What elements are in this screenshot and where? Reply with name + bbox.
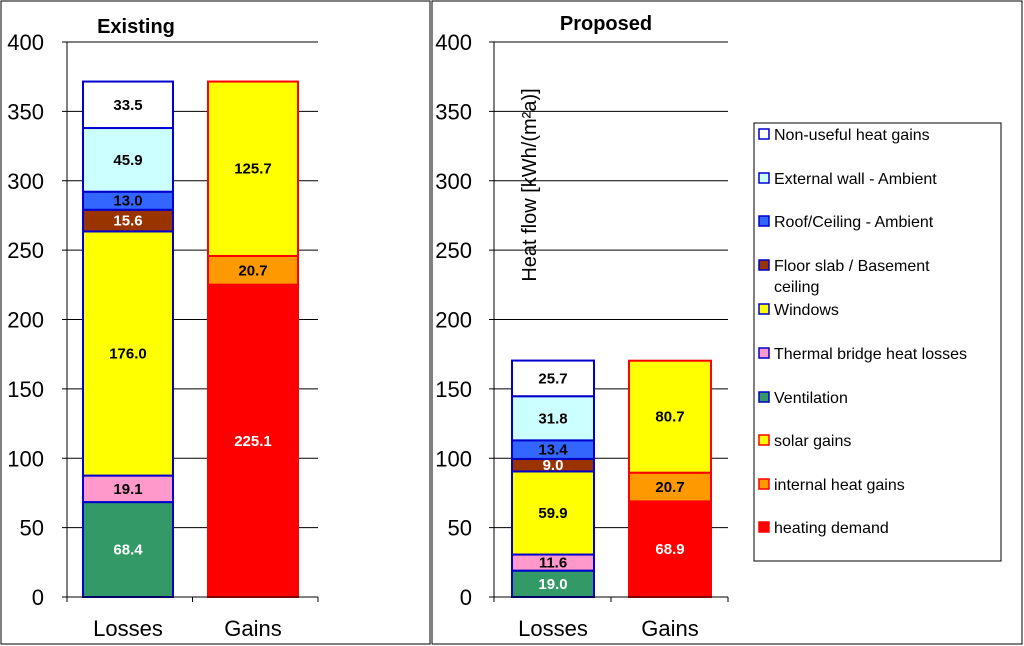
y-tick-label: 50 (448, 516, 472, 541)
data-label-losses-floor-slab-basement-ceiling: 15.6 (113, 213, 142, 230)
legend-swatch-internal-heat-gains (758, 478, 770, 490)
legend-label-windows: Windows (774, 302, 839, 319)
y-tick-label: 100 (7, 446, 44, 471)
legend-label-internal-heat-gains: internal heat gains (774, 477, 905, 494)
bar-segment-losses-ventilation (511, 569, 595, 599)
data-label-losses-external-wall-ambient: 31.8 (538, 410, 567, 427)
bar-segment-losses-external-wall-ambient (511, 395, 595, 442)
bar-segment-losses-ventilation (82, 501, 174, 598)
data-label-gains-internal-heat-gains: 20.7 (655, 479, 684, 496)
y-tick-label: 0 (460, 585, 472, 610)
data-label-losses-thermal-bridge-heat-losses: 19.1 (113, 481, 142, 498)
y-tick-label: 0 (32, 585, 44, 610)
data-label-gains-heating-demand: 68.9 (655, 541, 684, 558)
legend-label-thermal-bridge-heat-losses: Thermal bridge heat losses (774, 346, 967, 363)
data-label-gains-solar-gains: 125.7 (234, 161, 272, 178)
x-tick-label-losses: Losses (518, 616, 588, 641)
legend-swatch-floor-slab-basement-ceiling (758, 259, 770, 271)
data-label-losses-thermal-bridge-heat-losses: 11.6 (539, 555, 567, 572)
y-tick-label: 300 (435, 169, 472, 194)
legend-swatch-solar-gains (758, 434, 770, 446)
y-tick-label: 200 (7, 308, 44, 333)
data-label-gains-solar-gains: 80.7 (655, 409, 684, 426)
legend: Non-useful heat gains External wall - Amb… (753, 122, 1002, 562)
x-tick-label-gains: Gains (641, 616, 698, 641)
legend-swatch-thermal-bridge-heat-losses (758, 347, 770, 359)
y-axis-label: Heat flow [kWh/(m²a)] (519, 88, 541, 281)
legend-label-ventilation: Ventilation (774, 390, 848, 407)
legend-label-non-useful-heat-gains: Non-useful heat gains (774, 127, 930, 144)
bar-segment-gains-heating-demand (207, 283, 299, 598)
data-label-losses-non-useful-heat-gains: 25.7 (538, 370, 567, 387)
bar-segment-gains-internal-heat-gains (628, 471, 712, 503)
legend-box (753, 122, 1002, 562)
data-label-gains-heating-demand: 225.1 (234, 433, 272, 450)
legend-label-floor-slab-basement-ceiling: ceiling (774, 279, 819, 296)
data-label-losses-ventilation: 68.4 (113, 542, 143, 559)
data-label-losses-non-useful-heat-gains: 33.5 (113, 97, 142, 114)
existing-chart-title: Existing (97, 16, 175, 38)
y-tick-label: 200 (435, 308, 472, 333)
legend-label-roof-ceiling-ambient: Roof/Ceiling - Ambient (774, 214, 934, 231)
legend-label-floor-slab-basement-ceiling: Floor slab / Basement (774, 258, 930, 275)
data-label-losses-external-wall-ambient: 45.9 (113, 152, 142, 169)
y-tick-label: 100 (435, 446, 472, 471)
data-label-losses-ventilation: 19.0 (538, 576, 567, 593)
legend-swatch-roof-ceiling-ambient (758, 215, 770, 227)
data-label-gains-internal-heat-gains: 20.7 (238, 262, 267, 279)
bar-segment-gains-solar-gains (207, 80, 299, 257)
proposed-chart: 19.011.659.99.013.431.825.768.920.780.7 … (435, 13, 729, 641)
y-tick-label: 300 (7, 169, 44, 194)
legend-label-external-wall-ambient: External wall - Ambient (774, 171, 937, 188)
legend-swatch-non-useful-heat-gains (758, 128, 770, 140)
y-tick-label: 400 (7, 30, 44, 55)
y-tick-label: 400 (435, 30, 472, 55)
y-tick-label: 150 (435, 377, 472, 402)
y-tick-label: 350 (435, 99, 472, 124)
data-label-losses-roof-ceiling-ambient: 13.4 (538, 442, 568, 459)
legend-swatch-external-wall-ambient (758, 172, 770, 184)
x-tick-label-losses: Losses (93, 616, 163, 641)
legend-label-heating-demand: heating demand (774, 520, 889, 537)
y-tick-label: 50 (20, 516, 44, 541)
bar-segment-gains-internal-heat-gains (207, 254, 299, 286)
bar-segment-gains-solar-gains (628, 359, 712, 474)
legend-swatch-windows (758, 303, 770, 315)
proposed-chart-title: Proposed (560, 13, 652, 35)
y-tick-label: 350 (7, 99, 44, 124)
legend-swatch-ventilation (758, 391, 770, 403)
data-label-losses-windows: 176.0 (109, 345, 147, 362)
data-label-losses-roof-ceiling-ambient: 13.0 (113, 193, 142, 210)
data-label-losses-floor-slab-basement-ceiling: 9.0 (543, 457, 564, 474)
y-tick-label: 250 (7, 238, 44, 263)
bar-segment-losses-non-useful-heat-gains (511, 359, 595, 398)
legend-label-solar-gains: solar gains (774, 433, 851, 450)
legend-swatch-heating-demand (758, 521, 770, 533)
bar-segment-losses-windows (82, 230, 174, 477)
y-tick-label: 150 (7, 377, 44, 402)
bar-segment-losses-external-wall-ambient (82, 127, 174, 193)
y-tick-label: 250 (435, 238, 472, 263)
bar-segment-losses-non-useful-heat-gains (82, 80, 174, 130)
existing-chart: 68.4 19.1 176.0 15.6 13.0 45.9 33.5 225.1 20.7 12… (7, 16, 319, 641)
data-label-losses-windows: 59.9 (538, 505, 567, 522)
x-tick-label-gains: Gains (224, 616, 281, 641)
